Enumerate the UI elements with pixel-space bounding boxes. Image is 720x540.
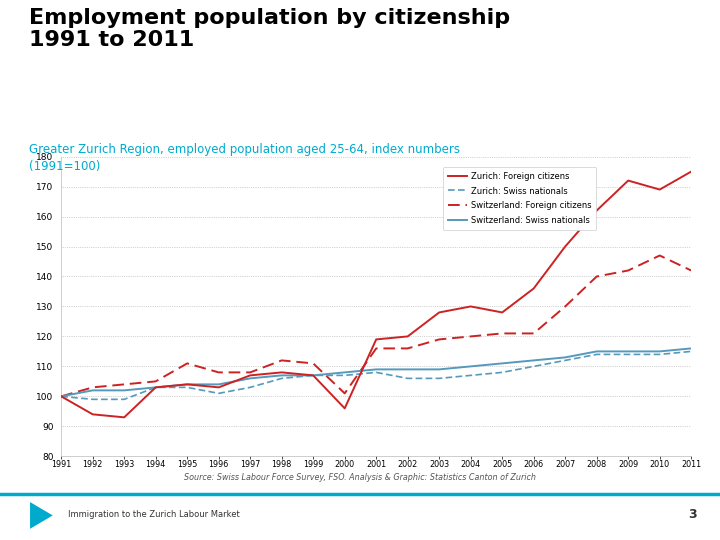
Polygon shape [30,502,53,529]
Text: Greater Zurich Region, employed population aged 25-64, index numbers
(1991=100): Greater Zurich Region, employed populati… [29,143,460,173]
Text: Source: Swiss Labour Force Survey, FSO. Analysis & Graphic: Statistics Canton of: Source: Swiss Labour Force Survey, FSO. … [184,472,536,482]
Legend: Zurich: Foreign citizens, Zurich: Swiss nationals, Switzerland: Foreign citizens: Zurich: Foreign citizens, Zurich: Swiss … [444,167,596,230]
Text: 3: 3 [688,508,697,521]
Text: Employment population by citizenship
1991 to 2011: Employment population by citizenship 199… [29,8,510,51]
Text: Immigration to the Zurich Labour Market: Immigration to the Zurich Labour Market [68,510,240,518]
